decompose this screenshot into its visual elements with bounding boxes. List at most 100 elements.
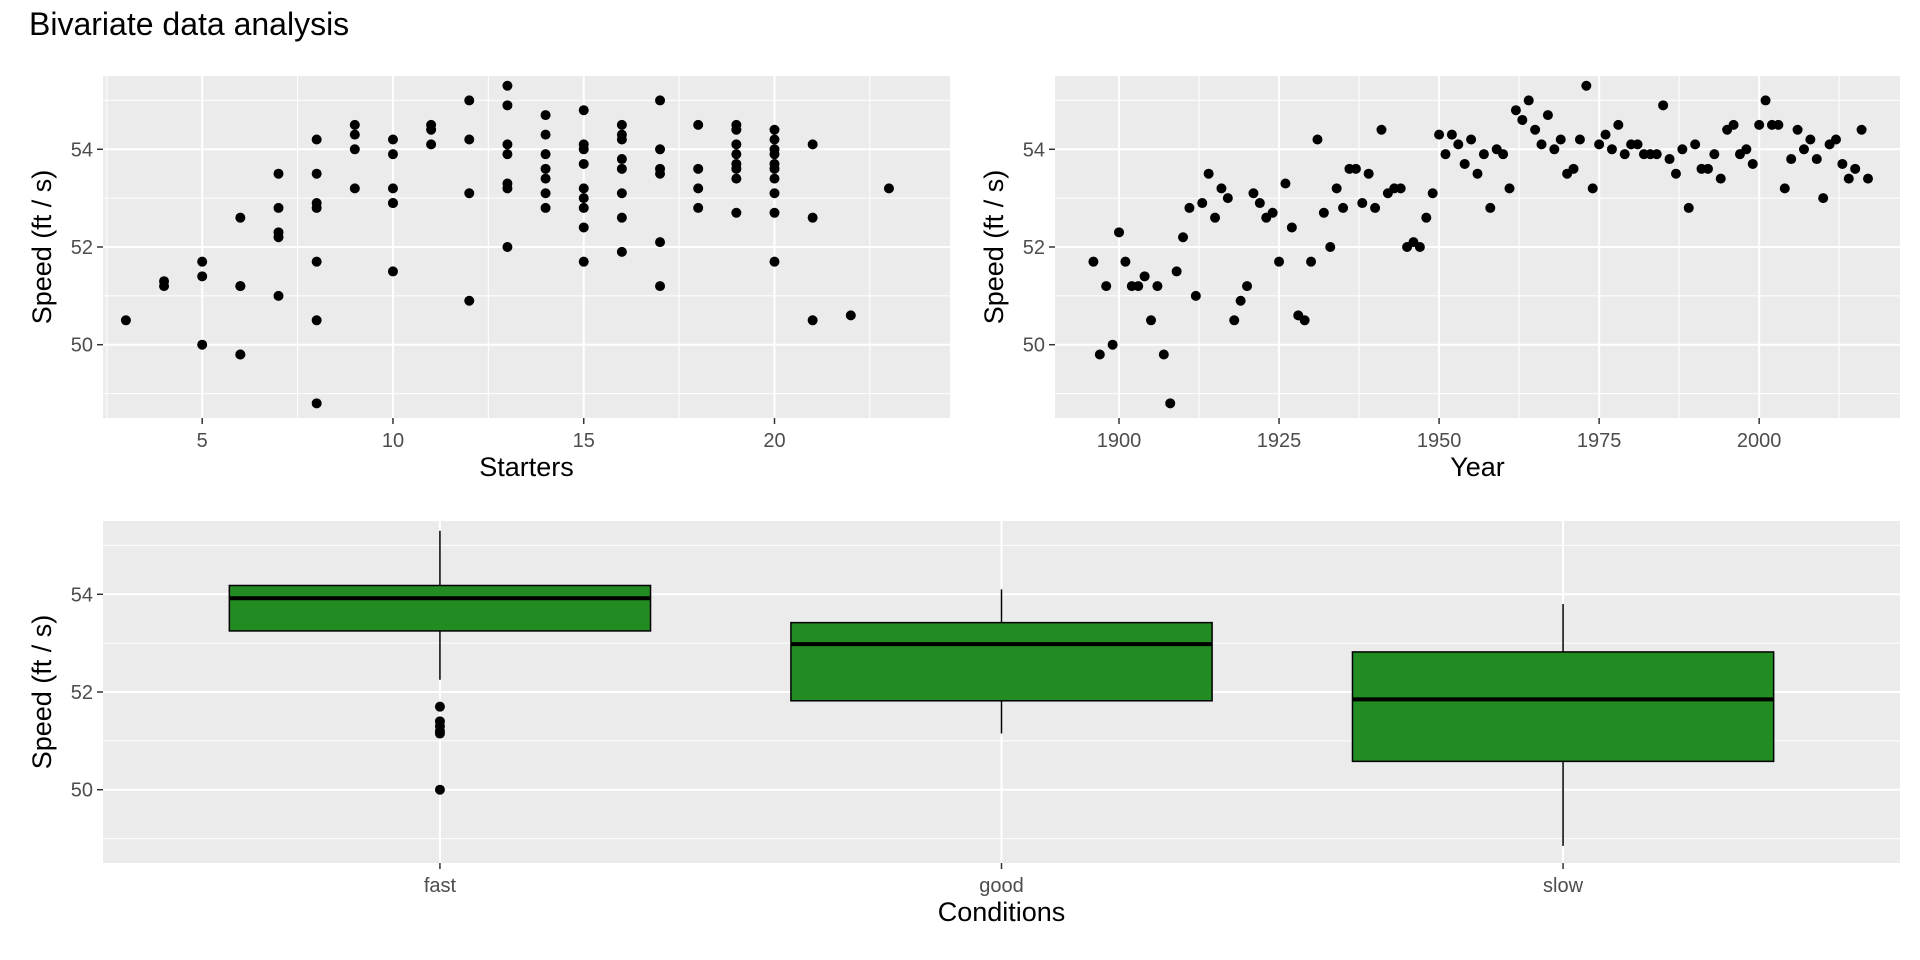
data-point bbox=[1453, 139, 1464, 150]
data-point bbox=[1632, 139, 1643, 150]
data-point bbox=[693, 163, 704, 174]
data-point bbox=[540, 110, 551, 121]
x-axis-title: Starters bbox=[479, 452, 574, 482]
data-point bbox=[1318, 207, 1329, 218]
data-point bbox=[540, 188, 551, 199]
data-point bbox=[578, 144, 589, 155]
y-tick-label: 50 bbox=[71, 780, 93, 802]
data-point bbox=[1658, 100, 1669, 111]
data-point bbox=[1357, 198, 1368, 209]
data-point bbox=[1229, 315, 1240, 326]
data-point bbox=[540, 173, 551, 184]
data-point bbox=[1792, 124, 1803, 135]
data-point bbox=[769, 207, 780, 218]
data-point bbox=[693, 119, 704, 130]
data-point bbox=[426, 124, 437, 135]
data-point bbox=[1459, 158, 1470, 169]
data-point bbox=[769, 173, 780, 184]
data-point bbox=[502, 183, 513, 194]
data-point bbox=[1242, 281, 1253, 292]
data-point bbox=[502, 80, 513, 91]
data-point bbox=[1856, 124, 1867, 135]
data-point bbox=[1843, 173, 1854, 184]
x-tick-label-slow: slow bbox=[1543, 875, 1584, 897]
data-point bbox=[578, 256, 589, 267]
data-point bbox=[1741, 144, 1752, 155]
data-point bbox=[1267, 207, 1278, 218]
data-point bbox=[1523, 95, 1534, 106]
data-point bbox=[159, 281, 170, 292]
x-tick-label: 15 bbox=[573, 430, 595, 452]
data-point bbox=[1581, 80, 1592, 91]
x-tick-label: 5 bbox=[197, 430, 208, 452]
data-point bbox=[1536, 139, 1547, 150]
data-point bbox=[1530, 124, 1541, 135]
data-point bbox=[1197, 198, 1208, 209]
data-point bbox=[578, 158, 589, 169]
data-point bbox=[1350, 163, 1361, 174]
data-point bbox=[1088, 256, 1099, 267]
data-point bbox=[540, 149, 551, 160]
data-point bbox=[1120, 256, 1131, 267]
data-point bbox=[1312, 134, 1323, 145]
data-point bbox=[845, 310, 856, 321]
data-point bbox=[1664, 154, 1675, 165]
data-point bbox=[769, 188, 780, 199]
x-tick-label-good: good bbox=[979, 875, 1024, 897]
data-point bbox=[1747, 158, 1758, 169]
data-point bbox=[387, 198, 398, 209]
data-point bbox=[1370, 202, 1381, 213]
data-point bbox=[1568, 163, 1579, 174]
data-point bbox=[578, 193, 589, 204]
data-point bbox=[731, 139, 742, 150]
data-point bbox=[464, 295, 475, 306]
data-point bbox=[1331, 183, 1342, 194]
year-scatter-panel: 50 52 54 Speed (ft / s) Year 1900 1925 1950 1975… bbox=[979, 76, 1900, 482]
data-point bbox=[1190, 290, 1201, 301]
data-point bbox=[616, 154, 627, 165]
x-tick-label-fast: fast bbox=[424, 875, 457, 897]
data-point bbox=[1786, 154, 1797, 165]
data-point bbox=[1414, 242, 1425, 252]
data-point bbox=[311, 202, 322, 213]
outlier-point-fast bbox=[434, 701, 445, 712]
data-point bbox=[1306, 256, 1317, 267]
data-point bbox=[1613, 119, 1624, 130]
data-point bbox=[1754, 119, 1765, 130]
data-point bbox=[1171, 266, 1182, 277]
y-axis-title: Speed (ft / s) bbox=[27, 170, 57, 325]
data-point bbox=[1594, 139, 1605, 150]
y-tick-label: 54 bbox=[1023, 139, 1045, 161]
data-point bbox=[1818, 193, 1829, 204]
data-point bbox=[235, 212, 246, 223]
data-point bbox=[1363, 168, 1374, 179]
data-point bbox=[769, 163, 780, 174]
data-point bbox=[540, 129, 551, 140]
y-tick-label: 52 bbox=[71, 682, 93, 704]
data-point bbox=[616, 134, 627, 145]
data-point bbox=[464, 134, 475, 145]
data-point bbox=[502, 139, 513, 150]
y-tick-label: 50 bbox=[1023, 335, 1045, 357]
data-point bbox=[1133, 281, 1144, 292]
data-point bbox=[1235, 295, 1246, 306]
data-point bbox=[197, 271, 208, 282]
x-tick-label: 1900 bbox=[1097, 430, 1142, 452]
data-point bbox=[387, 134, 398, 145]
data-point bbox=[731, 173, 742, 184]
data-point bbox=[273, 202, 284, 213]
data-point bbox=[502, 100, 513, 111]
data-point bbox=[464, 188, 475, 199]
data-point bbox=[1446, 129, 1457, 140]
data-point bbox=[540, 202, 551, 213]
data-point bbox=[616, 212, 627, 223]
x-tick-label: 2000 bbox=[1737, 430, 1782, 452]
data-point bbox=[1338, 202, 1349, 213]
data-point bbox=[1280, 178, 1291, 189]
data-point bbox=[1510, 105, 1521, 116]
x-axis-title: Conditions bbox=[938, 897, 1066, 927]
y-axis-title: Speed (ft / s) bbox=[979, 170, 1009, 325]
data-point bbox=[1299, 315, 1310, 326]
data-point bbox=[578, 202, 589, 213]
